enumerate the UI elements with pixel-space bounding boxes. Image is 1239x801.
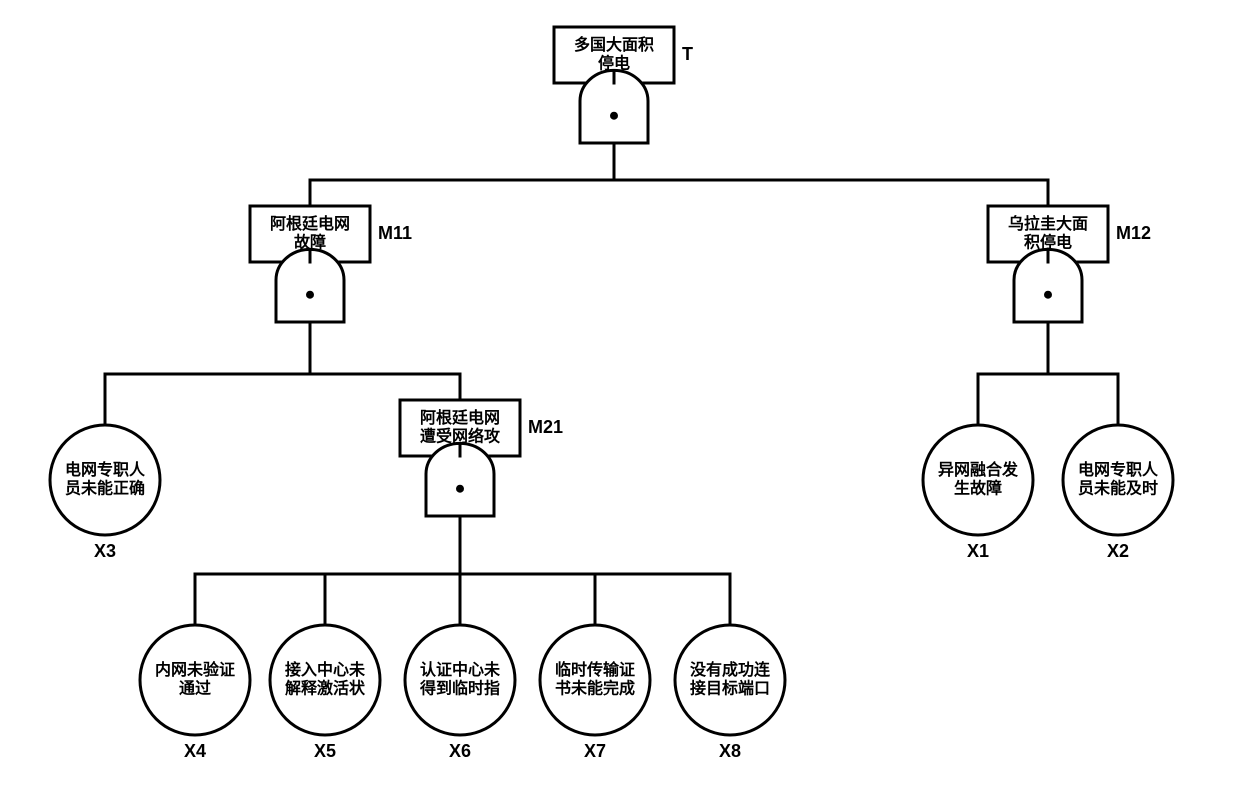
tag-T: T xyxy=(682,44,693,64)
svg-text:书未能完成: 书未能完成 xyxy=(555,679,635,698)
tag-X6: X6 xyxy=(449,741,471,761)
svg-text:没有成功连: 没有成功连 xyxy=(690,660,771,679)
tag-X7: X7 xyxy=(584,741,606,761)
tag-M21: M21 xyxy=(528,417,563,437)
svg-text:接目标端口: 接目标端口 xyxy=(690,679,770,698)
tag-M11: M11 xyxy=(378,223,412,243)
svg-text:通过: 通过 xyxy=(179,679,211,698)
tag-M12: M12 xyxy=(1116,223,1151,243)
svg-text:阿根廷电网: 阿根廷电网 xyxy=(420,408,500,427)
svg-text:阿根廷电网: 阿根廷电网 xyxy=(270,214,350,233)
svg-text:认证中心未: 认证中心未 xyxy=(420,660,500,679)
tag-X2: X2 xyxy=(1107,541,1129,561)
svg-text:生故障: 生故障 xyxy=(954,479,1002,498)
svg-text:解释激活状: 解释激活状 xyxy=(285,679,366,698)
svg-text:电网专职人: 电网专职人 xyxy=(1078,460,1159,479)
svg-text:接入中心未: 接入中心未 xyxy=(285,660,365,679)
tag-X1: X1 xyxy=(967,541,989,561)
tag-X4: X4 xyxy=(184,741,206,761)
svg-text:乌拉圭大面: 乌拉圭大面 xyxy=(1008,214,1088,233)
svg-text:员未能正确: 员未能正确 xyxy=(65,479,145,498)
svg-text:电网专职人: 电网专职人 xyxy=(65,460,146,479)
svg-text:内网未验证: 内网未验证 xyxy=(155,660,235,679)
svg-text:员未能及时: 员未能及时 xyxy=(1078,479,1158,498)
tag-X5: X5 xyxy=(314,741,336,761)
svg-text:得到临时指: 得到临时指 xyxy=(419,679,500,698)
tag-X3: X3 xyxy=(94,541,116,561)
fault-tree-diagram: 多国大面积停电T阿根廷电网故障M11乌拉圭大面积停电M12阿根廷电网遭受网络攻M… xyxy=(0,0,1239,801)
tag-X8: X8 xyxy=(719,741,741,761)
svg-text:多国大面积: 多国大面积 xyxy=(574,35,654,54)
svg-text:异网融合发: 异网融合发 xyxy=(938,460,1019,479)
svg-text:临时传输证: 临时传输证 xyxy=(555,660,635,679)
